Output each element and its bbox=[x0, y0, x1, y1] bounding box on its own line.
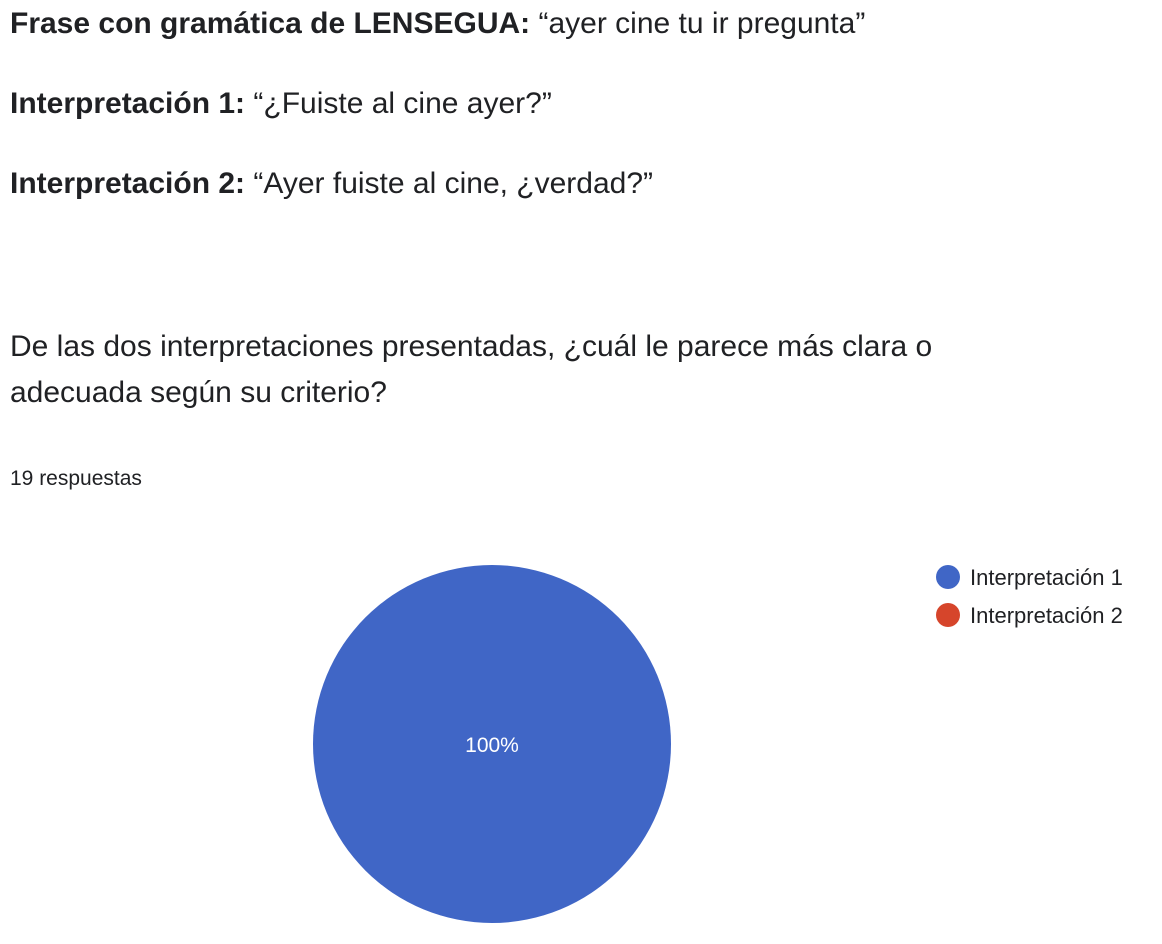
interpretation-2-line: Interpretación 2: “Ayer fuiste al cine, … bbox=[10, 166, 653, 202]
interpretation-1-label: Interpretación 1: bbox=[10, 87, 246, 120]
interpretation-2-label: Interpretación 2: bbox=[10, 167, 246, 200]
slice-label-1: 100% bbox=[465, 734, 519, 757]
phrase-line: Frase con gramática de LENSEGUA: “ayer c… bbox=[10, 6, 865, 42]
legend-marker-1 bbox=[936, 565, 960, 589]
interpretation-1-value: “¿Fuiste al cine ayer?” bbox=[253, 87, 552, 120]
legend-label-1: Interpretación 1 bbox=[970, 565, 1123, 590]
pie-slice-1 bbox=[313, 565, 671, 923]
phrase-value: “ayer cine tu ir pregunta” bbox=[538, 7, 866, 40]
interpretation-1-line: Interpretación 1: “¿Fuiste al cine ayer?… bbox=[10, 86, 552, 122]
legend-label-2: Interpretación 2 bbox=[970, 603, 1123, 628]
legend-marker-2 bbox=[936, 603, 960, 627]
question-title: De las dos interpretaciones presentadas,… bbox=[10, 330, 933, 409]
phrase-label: Frase con gramática de LENSEGUA: bbox=[10, 7, 531, 40]
interpretation-2-value: “Ayer fuiste al cine, ¿verdad?” bbox=[253, 167, 654, 200]
response-count: 19 respuestas bbox=[10, 467, 142, 490]
